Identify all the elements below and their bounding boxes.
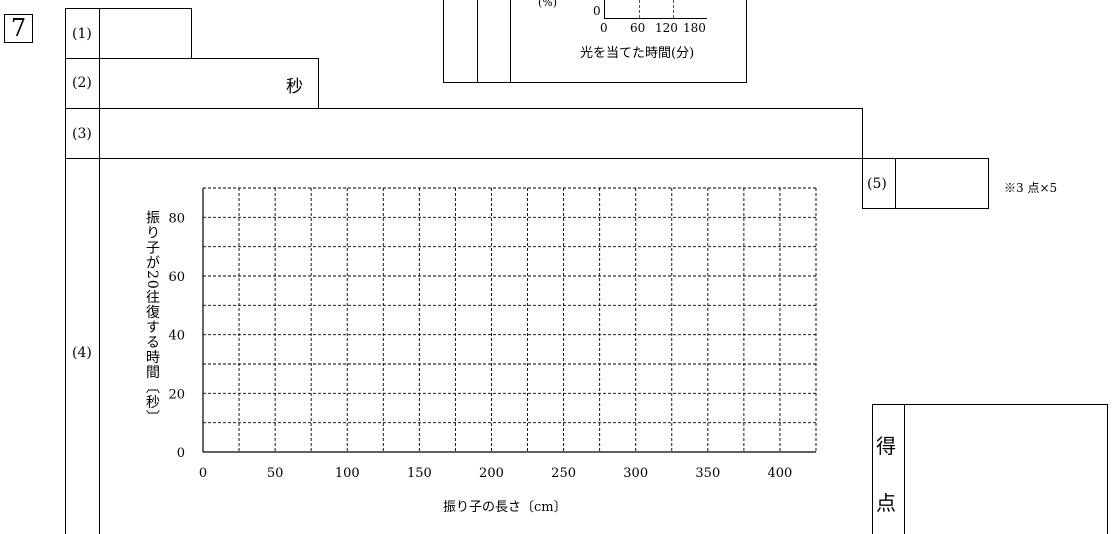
y-tick-label: 40 <box>168 329 185 344</box>
inset-chart-axes <box>604 0 707 19</box>
graph-grid <box>203 187 817 452</box>
y-tick-label: 0 <box>177 446 185 461</box>
graph-axes <box>202 188 816 453</box>
score-label-bottom: 点 <box>876 491 896 515</box>
y-tick-label: 60 <box>168 270 185 285</box>
question-5-label: (5) <box>867 176 887 192</box>
graph-ticks: 0 50 100 150 200 250 300 350 400 0 20 40 60 80 <box>168 211 792 481</box>
x-tick-label: 0 <box>199 466 207 481</box>
answer-2-field[interactable] <box>101 60 281 106</box>
scoring-note: ※3 点×5 <box>1004 181 1058 195</box>
x-tick-label: 250 <box>551 466 576 481</box>
inset-x-tick: 0 <box>600 21 608 35</box>
inset-y-label: (%) <box>538 0 558 9</box>
question-number: 7 <box>4 14 33 43</box>
answer-2-unit: 秒 <box>286 77 303 97</box>
x-tick-label: 200 <box>479 466 504 481</box>
graph-x-label: 振り子の長さ〔cm〕 <box>443 500 567 515</box>
x-tick-label: 400 <box>768 466 793 481</box>
inset-x-tick: 60 <box>630 21 646 35</box>
x-tick-label: 100 <box>335 466 360 481</box>
y-tick-label: 20 <box>168 387 185 402</box>
score-label-top: 得 <box>876 434 896 458</box>
inset-zero-label: 0 <box>593 4 601 18</box>
x-tick-label: 300 <box>623 466 648 481</box>
score-value-field[interactable] <box>906 406 1105 534</box>
answer-5-field[interactable] <box>897 160 986 206</box>
answer-1-field[interactable] <box>101 10 189 56</box>
question-2-label: (2) <box>72 75 92 91</box>
inset-x-label: 光を当てた時間(分) <box>580 46 695 61</box>
x-tick-label: 50 <box>267 466 284 481</box>
answer-3-field[interactable] <box>101 110 860 156</box>
question-3-label: (3) <box>72 126 92 142</box>
x-tick-label: 150 <box>407 466 432 481</box>
question-4-label: (4) <box>72 345 92 361</box>
inset-x-tick: 120 <box>655 21 678 35</box>
question-1-label: (1) <box>72 26 92 42</box>
graph-y-label: 振り子が20往復する時間〔秒〕 <box>144 210 160 425</box>
y-tick-label: 80 <box>168 211 185 226</box>
pendulum-graph[interactable]: 0 50 100 150 200 250 300 350 400 0 20 40 60 80 <box>100 160 860 534</box>
inset-x-tick: 180 <box>683 21 706 35</box>
x-tick-label: 350 <box>695 466 720 481</box>
